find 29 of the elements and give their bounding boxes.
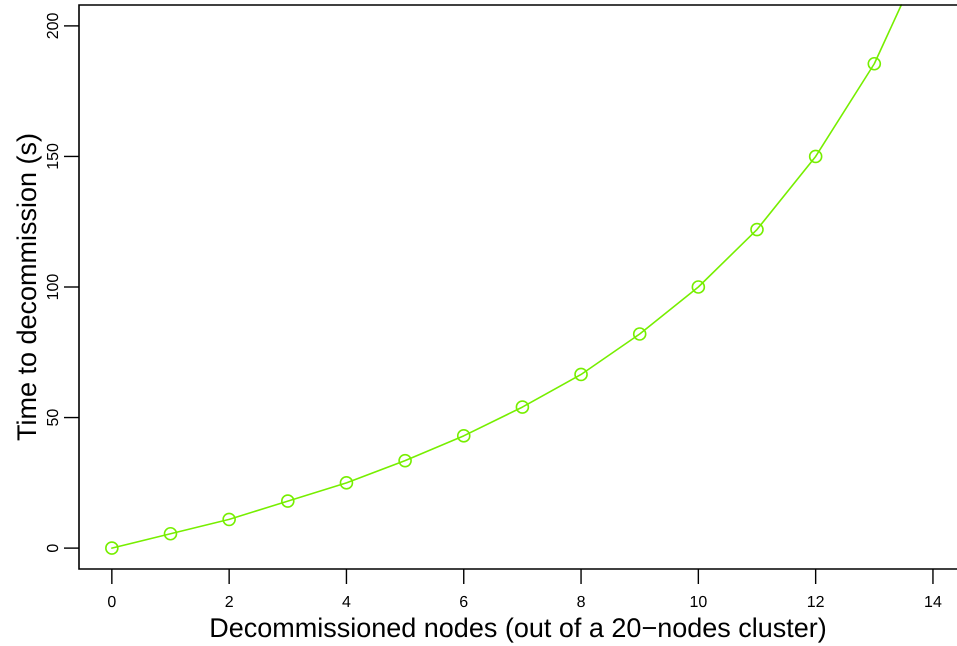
point <box>280 494 295 508</box>
x-tick-label: 6 <box>459 594 468 611</box>
x-tick-label: 4 <box>342 594 351 611</box>
point <box>574 368 588 382</box>
point <box>692 280 706 294</box>
x-tick-label: 12 <box>806 594 825 611</box>
point <box>164 526 178 541</box>
point <box>456 429 471 443</box>
point <box>222 512 236 526</box>
y-tick-label: 50 <box>45 408 62 426</box>
point <box>105 541 119 555</box>
point <box>868 56 882 71</box>
point <box>398 454 412 468</box>
point <box>808 150 822 164</box>
y-tick-label: 0 <box>45 544 62 553</box>
point <box>340 476 354 490</box>
y-axis-title: Time to decommission (s) <box>12 132 42 442</box>
x-tick-label: 8 <box>576 594 586 611</box>
x-axis-title: Decommissioned nodes (out of a 20−nodes cluster) <box>209 613 827 643</box>
x-tick-label: 0 <box>107 594 116 611</box>
point <box>516 400 530 414</box>
point <box>750 222 764 236</box>
point <box>632 327 646 341</box>
x-tick-label: 10 <box>689 594 708 611</box>
y-tick-label: 100 <box>45 274 62 300</box>
x-tick-label: 2 <box>224 594 234 611</box>
y-tick-label: 200 <box>45 12 62 40</box>
y-tick-label: 150 <box>45 143 62 170</box>
x-tick-label: 14 <box>924 594 942 611</box>
